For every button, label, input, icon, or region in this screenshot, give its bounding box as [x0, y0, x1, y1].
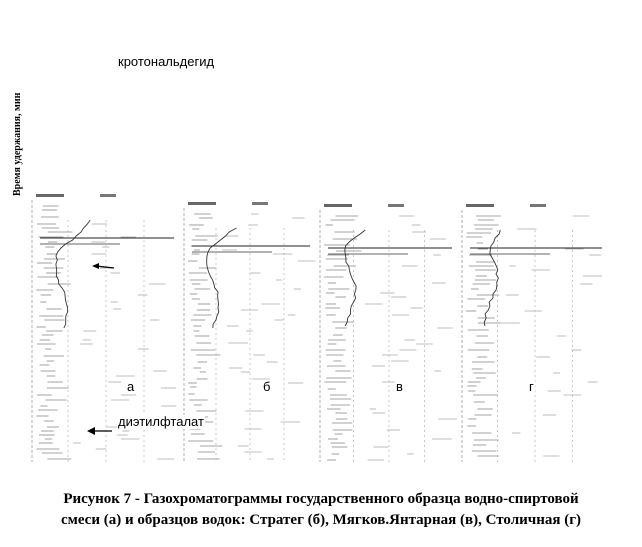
caption-line-1: Рисунок 7 - Газохроматограммы государств… — [63, 491, 579, 507]
panel-header-mark — [100, 194, 116, 197]
panel-label-b: б — [262, 379, 272, 394]
panel-label-v: в — [395, 379, 404, 394]
chromatogram-trace — [344, 229, 366, 327]
annotation-diethyl-phthalate: диэтилфталат — [117, 414, 205, 429]
panel-header-mark — [466, 204, 494, 207]
arrowhead-crotonaldehyde — [92, 263, 99, 269]
chromatogram-figure — [31, 194, 603, 462]
y-axis-label: Время удержания, мин — [12, 92, 23, 196]
chromatogram-trace — [206, 227, 237, 329]
panel-header-mark — [252, 202, 268, 205]
annotation-crotonaldehyde: кротональдегид — [117, 54, 216, 69]
chromatogram-trace — [55, 219, 91, 329]
arrowhead-diethyl-phthalate — [87, 427, 95, 435]
panel-header-mark — [36, 194, 64, 197]
panel-header-mark — [188, 202, 216, 205]
chromatogram-trace — [483, 229, 501, 327]
panel-header-mark — [530, 204, 546, 207]
panel-header-mark — [388, 204, 404, 207]
caption-line-2: смеси (а) и образцов водок: Стратег (б),… — [60, 512, 582, 528]
panel-label-g: г — [528, 379, 535, 394]
figure-caption: Рисунок 7 - Газохроматограммы государств… — [0, 489, 642, 531]
panel-label-a: а — [126, 379, 136, 394]
panel-header-mark — [324, 204, 352, 207]
